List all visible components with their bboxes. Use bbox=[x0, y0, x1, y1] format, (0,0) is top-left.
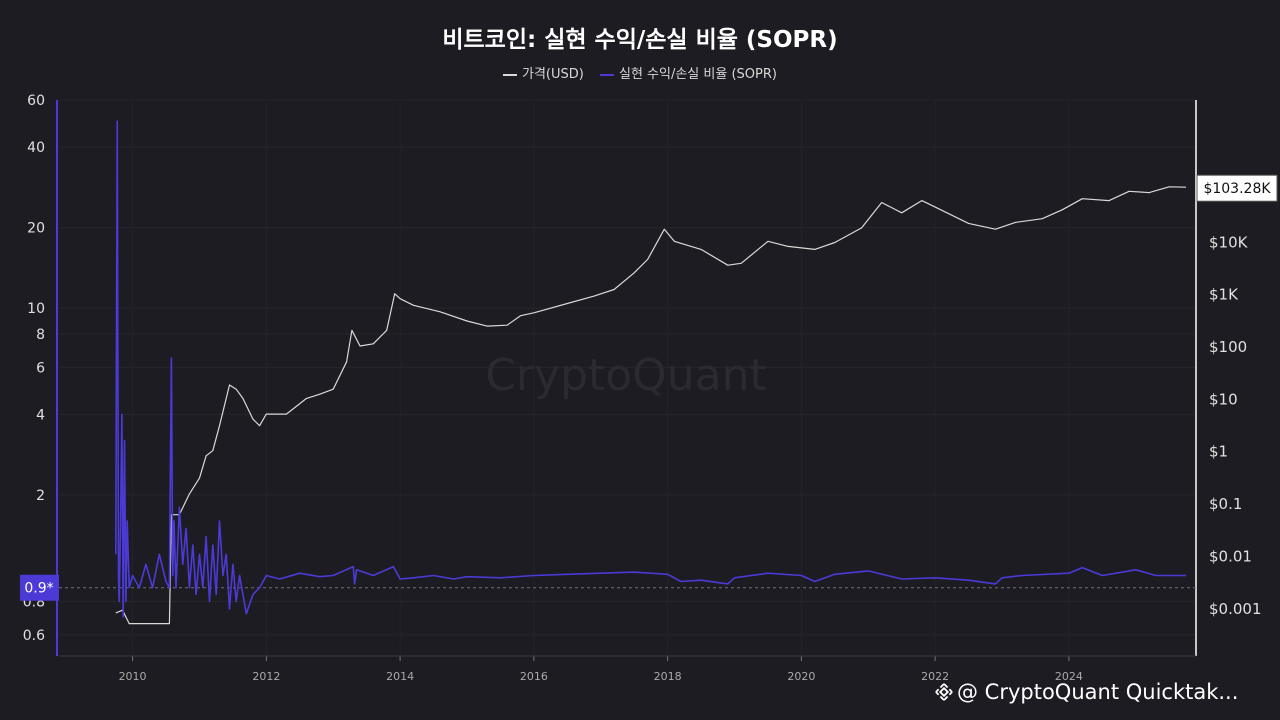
right-tick-label: $1K bbox=[1209, 286, 1239, 304]
legend-label-sopr: 실현 수익/손실 비율 (SOPR) bbox=[619, 67, 777, 82]
price-series-line bbox=[115, 186, 1187, 625]
x-tick-label: 2014 bbox=[386, 670, 414, 683]
left-tick-label: 8 bbox=[36, 327, 45, 343]
left-tick-label: 0.6 bbox=[23, 628, 45, 644]
left-tick-label: 20 bbox=[27, 221, 45, 237]
x-tick-label: 2024 bbox=[1055, 670, 1083, 683]
watermark: CryptoQuant bbox=[485, 350, 767, 401]
highlight-tag-bg bbox=[20, 574, 59, 601]
current-price-tag-bg bbox=[1196, 174, 1278, 202]
current-price-tag-label: $103.28K bbox=[1203, 181, 1271, 197]
right-tick-label: $0.001 bbox=[1209, 600, 1262, 618]
right-tick-label: $100 bbox=[1209, 338, 1247, 356]
right-tick-label: $0.01 bbox=[1209, 547, 1252, 565]
footer-brand-text: @ CryptoQuant Quicktak... bbox=[957, 680, 1239, 704]
left-tick-label: 6 bbox=[36, 360, 45, 376]
highlight-tag-label: 0.9* bbox=[24, 581, 53, 597]
right-tick-label: $1 bbox=[1209, 443, 1228, 461]
left-tick-label: 10 bbox=[27, 301, 45, 317]
left-tick-label: 4 bbox=[36, 408, 45, 424]
sopr-series-line bbox=[115, 120, 1186, 618]
x-tick-label: 2016 bbox=[520, 670, 548, 683]
footer-brand: @ CryptoQuant Quicktak... bbox=[935, 680, 1238, 704]
chart-title: 비트코인: 실현 수익/손실 비율 (SOPR) bbox=[442, 27, 838, 53]
legend-swatch-sopr bbox=[600, 73, 614, 76]
binance-logo-icon bbox=[935, 683, 953, 701]
legend-label-price: 가격(USD) bbox=[522, 67, 584, 82]
x-tick-label: 2022 bbox=[921, 670, 949, 683]
left-tick-label: 40 bbox=[27, 140, 45, 156]
x-tick-label: 2020 bbox=[787, 670, 815, 683]
grid-lines bbox=[59, 99, 1196, 656]
legend-swatch-price bbox=[503, 73, 518, 76]
x-tick-label: 2018 bbox=[654, 670, 682, 683]
axes bbox=[56, 100, 1197, 661]
right-tick-label: $10K bbox=[1209, 233, 1249, 251]
x-tick-label: 2010 bbox=[119, 670, 147, 683]
legend: 가격(USD) 실현 수익/손실 비율 (SOPR) bbox=[0, 63, 1280, 82]
series bbox=[115, 120, 1187, 625]
legend-item-price[interactable]: 가격(USD) bbox=[503, 63, 584, 82]
left-tick-label: 60 bbox=[27, 93, 45, 109]
right-tick-label: $10 bbox=[1209, 390, 1238, 408]
x-tick-label: 2012 bbox=[252, 670, 280, 683]
left-tick-label: 2 bbox=[36, 488, 45, 504]
right-tick-label: $0.1 bbox=[1209, 495, 1242, 513]
legend-item-sopr[interactable]: 실현 수익/손실 비율 (SOPR) bbox=[600, 63, 777, 82]
